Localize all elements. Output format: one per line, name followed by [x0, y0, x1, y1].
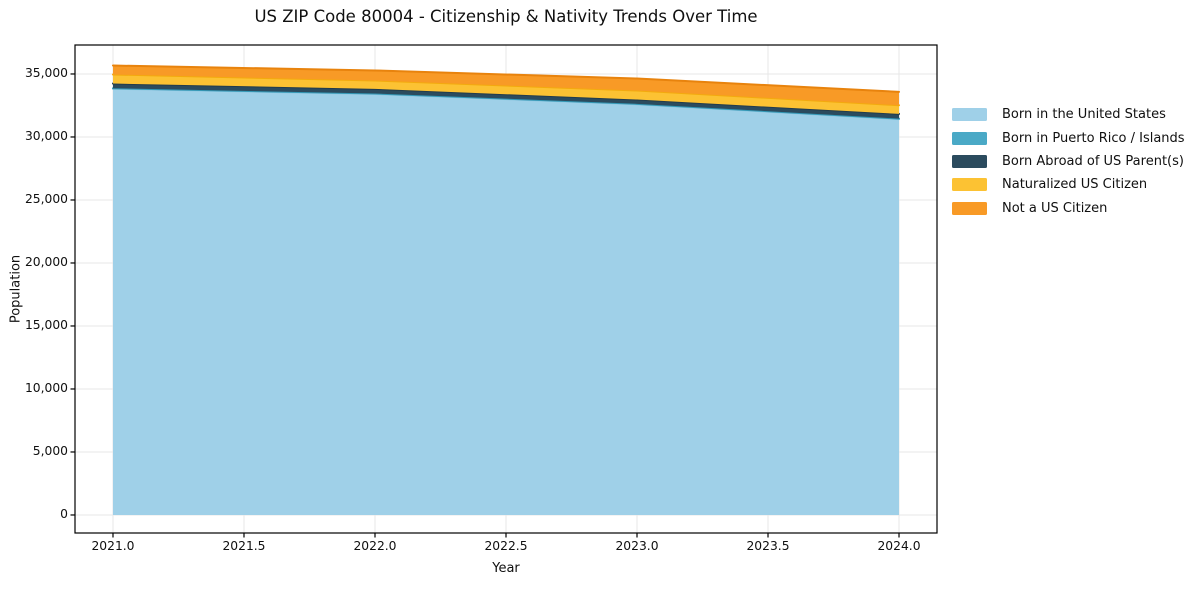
- x-tick-label: 2022.0: [353, 539, 397, 553]
- legend-label-not-citizen: Not a US Citizen: [1002, 200, 1108, 216]
- area-born-abroad: [112, 83, 900, 119]
- legend-row: Born in the United States: [952, 103, 1185, 126]
- legend-row: Not a US Citizen: [952, 197, 1185, 220]
- legend-swatch-puerto-rico-islands: [952, 131, 987, 145]
- y-tick-label: 30,000: [24, 128, 68, 143]
- y-tick-label: 25,000: [24, 191, 68, 206]
- legend-label-born-in-us: Born in the United States: [1002, 107, 1166, 123]
- legend-label-naturalized: Naturalized US Citizen: [1002, 177, 1148, 193]
- area-born-in-us: [112, 88, 900, 515]
- y-tick-label: 35,000: [24, 65, 68, 80]
- y-tick-label: 10,000: [24, 380, 68, 395]
- legend-swatch-not-citizen: [952, 201, 987, 215]
- x-tick-label: 2022.5: [484, 539, 528, 553]
- x-axis-label: Year: [492, 561, 520, 576]
- y-tick-label: 5,000: [32, 443, 68, 458]
- x-tick-label: 2023.5: [746, 539, 790, 553]
- x-tick-label: 2024.0: [877, 539, 921, 553]
- legend-label-born-abroad: Born Abroad of US Parent(s): [1002, 153, 1184, 169]
- x-tick-label: 2021.5: [222, 539, 266, 553]
- area-edge-not-citizen: [111, 64, 901, 93]
- legend-swatch-born-in-us: [952, 108, 987, 122]
- x-tick-label: 2023.0: [615, 539, 659, 553]
- y-tick-label: 0: [60, 506, 68, 521]
- area-naturalized: [112, 74, 900, 114]
- legend-row: Born in Puerto Rico / Islands: [952, 126, 1185, 149]
- x-tick-label: 2021.0: [91, 539, 135, 553]
- legend-label-puerto-rico-islands: Born in Puerto Rico / Islands: [1002, 130, 1185, 146]
- legend: Born in the United States Born in Puerto …: [952, 103, 1185, 220]
- legend-swatch-born-abroad: [952, 154, 987, 168]
- legend-row: Naturalized US Citizen: [952, 173, 1185, 196]
- legend-swatch-naturalized: [952, 178, 987, 192]
- chart-title: US ZIP Code 80004 - Citizenship & Nativi…: [254, 7, 758, 26]
- y-tick-label: 20,000: [24, 254, 68, 269]
- y-tick-label: 15,000: [24, 317, 68, 332]
- legend-row: Born Abroad of US Parent(s): [952, 150, 1185, 173]
- area-not-citizen: [112, 65, 900, 106]
